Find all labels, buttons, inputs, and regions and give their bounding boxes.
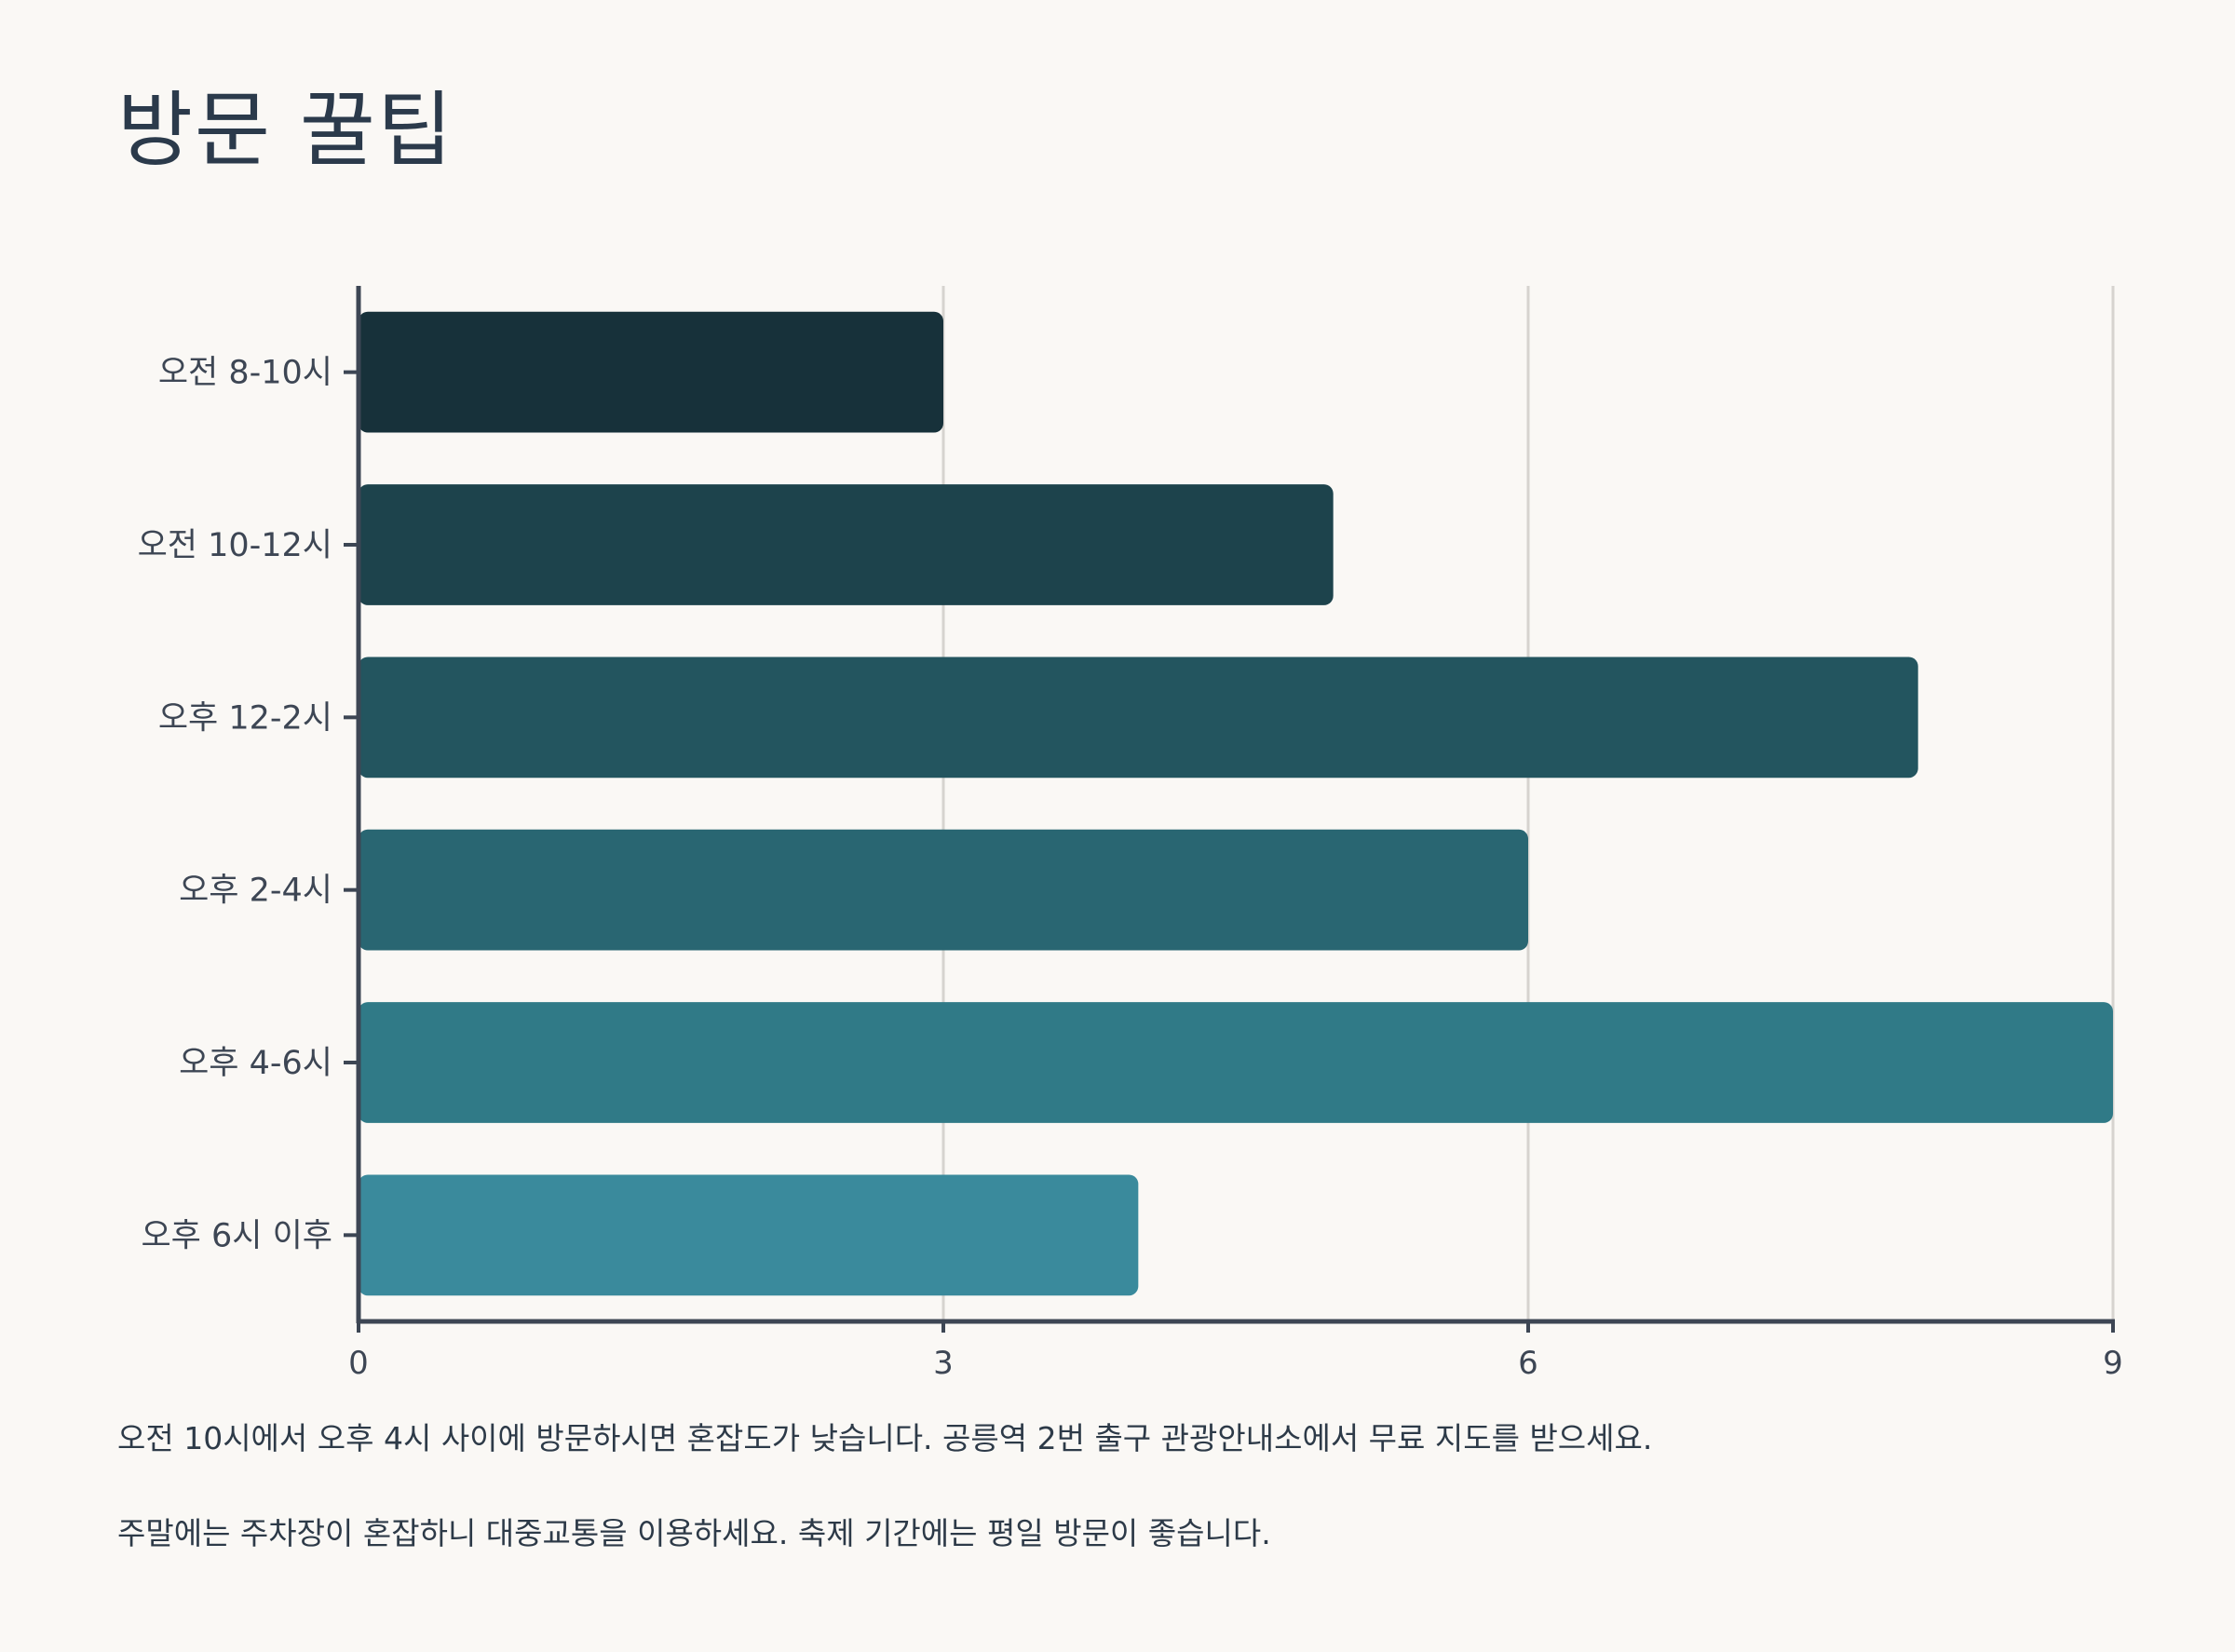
y-tick-label: 오후 2-4시 (179, 873, 332, 910)
y-tick-label: 오전 10-12시 (138, 527, 332, 564)
axes (344, 286, 2115, 1333)
x-tick-label: 9 (2103, 1345, 2123, 1382)
bar (359, 484, 1334, 605)
page-title: 방문 꿀팁 (117, 82, 454, 178)
bar (359, 1174, 1139, 1296)
bars (359, 311, 2113, 1296)
bar (359, 657, 1918, 779)
y-tick-label: 오후 4-6시 (179, 1045, 332, 1082)
bar (359, 1002, 2113, 1123)
y-tick-label: 오후 12-2시 (158, 699, 332, 737)
grid-lines (941, 286, 2115, 1321)
x-tick-label: 3 (933, 1345, 954, 1382)
x-tick-label: 6 (1518, 1345, 1538, 1382)
tips-notes: 오전 10시에서 오후 4시 사이에 방문하시면 혼잡도가 낮습니다. 공릉역 … (117, 1420, 2120, 1609)
tip-note-2: 주말에는 주차장이 혼잡하니 대중교통을 이용하세요. 축제 기간에는 평일 방… (117, 1514, 1271, 1551)
y-tick-label: 오전 8-10시 (158, 355, 332, 392)
tip-note-1: 오전 10시에서 오후 4시 사이에 방문하시면 혼잡도가 낮습니다. 공릉역 … (117, 1420, 1653, 1456)
y-tick-label: 오후 6시 이후 (141, 1217, 332, 1254)
bar (359, 311, 943, 433)
x-tick-label: 0 (348, 1345, 369, 1382)
bar (359, 829, 1528, 951)
